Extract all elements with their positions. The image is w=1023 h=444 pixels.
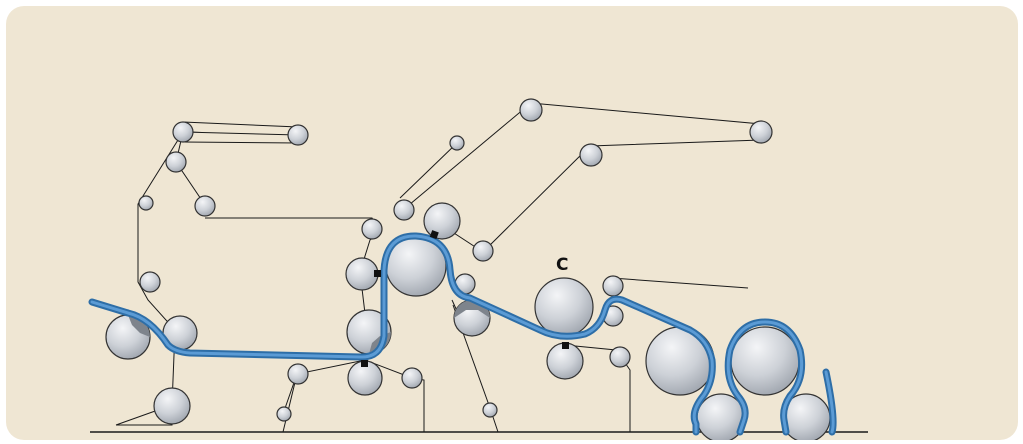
dryer-cylinder — [730, 326, 800, 396]
roll-c — [534, 277, 594, 337]
paper-web-core — [90, 234, 835, 434]
roll — [609, 346, 631, 368]
roll — [138, 195, 154, 211]
roll — [361, 218, 383, 240]
press-nip-marker — [374, 270, 381, 277]
roll — [602, 275, 624, 297]
roll — [194, 195, 216, 217]
roll-c-label: C — [556, 255, 568, 275]
roll — [579, 143, 603, 167]
felt-upper-right-2 — [399, 142, 458, 199]
roll — [393, 199, 415, 221]
roll — [482, 402, 498, 418]
paper-machine-diagram: C — [88, 98, 868, 440]
paper-machine-panel: C — [6, 6, 1018, 440]
press-nip-marker — [429, 230, 439, 240]
roll — [345, 257, 379, 291]
roll — [401, 367, 423, 389]
roll — [165, 151, 187, 173]
roll — [276, 406, 292, 422]
roll — [287, 124, 309, 146]
roll — [519, 98, 543, 122]
suction-segment — [128, 315, 150, 337]
roll — [423, 202, 461, 240]
roll — [153, 387, 191, 425]
press-nip-marker — [562, 342, 569, 349]
roll — [172, 121, 194, 143]
roll — [472, 240, 494, 262]
felt-right-top — [611, 277, 749, 289]
roll — [139, 271, 161, 293]
roll — [287, 363, 309, 385]
roll — [749, 120, 773, 144]
press-nip-marker — [361, 360, 368, 367]
roll — [449, 135, 465, 151]
rolls — [105, 98, 831, 440]
